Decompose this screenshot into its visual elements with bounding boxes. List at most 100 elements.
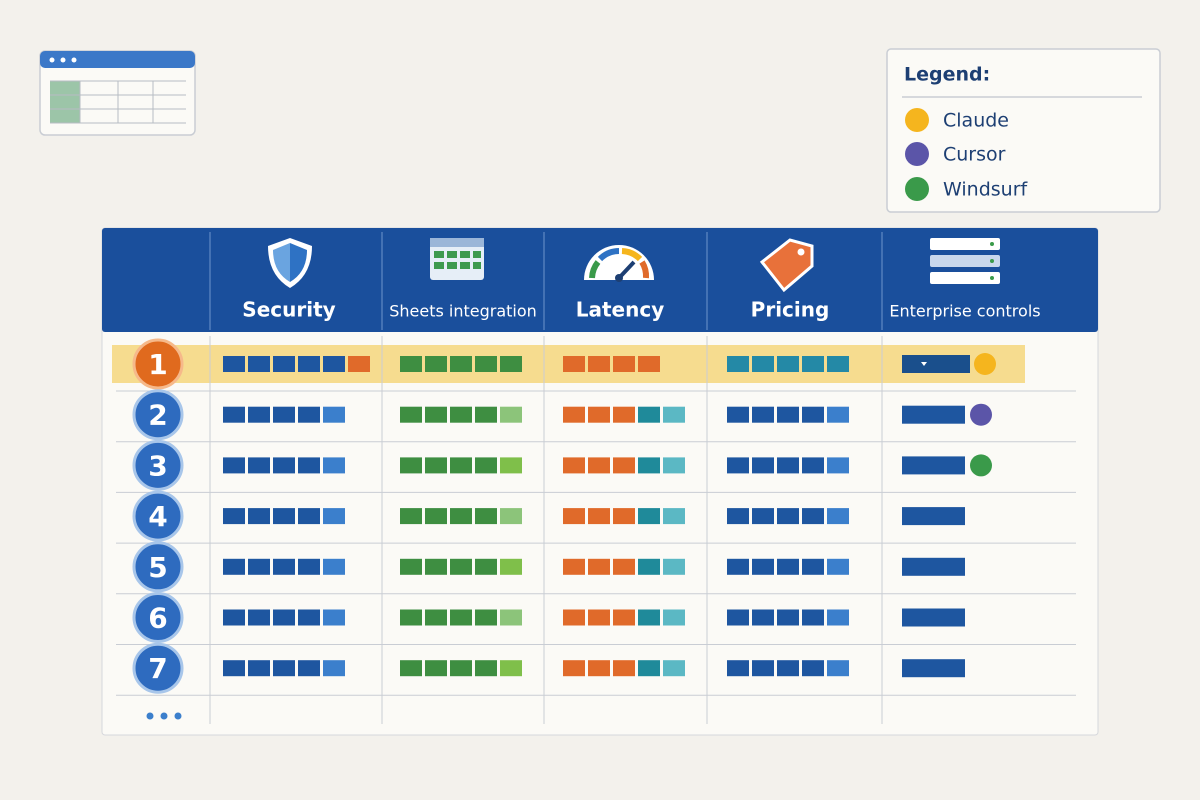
score-segment: [727, 609, 749, 626]
row-badge: [132, 490, 184, 542]
score-segment: [248, 356, 270, 372]
score-segment: [613, 406, 635, 423]
score-segment: [588, 609, 610, 626]
score-segment: [563, 508, 585, 525]
row-number: 6: [148, 602, 167, 635]
score-segment: [777, 558, 799, 575]
score-segment: [248, 508, 270, 525]
score-bar: [902, 507, 965, 526]
score-segment: [223, 406, 245, 423]
score-segment: [802, 406, 824, 423]
tool-indicator: [970, 454, 992, 477]
score-segment: [500, 660, 522, 677]
score-segment: [727, 406, 749, 423]
score-segment: [638, 609, 660, 626]
score-segment: [450, 660, 472, 677]
score-segment: [802, 609, 824, 626]
score-bar: [902, 355, 970, 373]
row-badge: [132, 592, 184, 643]
score-segment: [777, 660, 799, 677]
score-segment: [802, 558, 824, 575]
row-number: 7: [148, 652, 167, 685]
legend-label: Claude: [943, 110, 1009, 132]
score-segment: [500, 406, 522, 423]
more-dot: [160, 712, 168, 720]
score-segment: [588, 356, 610, 372]
legend-label: Windsurf: [943, 179, 1029, 201]
score-segment: [400, 457, 422, 474]
score-segment: [563, 558, 585, 575]
score-segment: [727, 457, 749, 474]
score-segment: [400, 660, 422, 677]
column-header: Sheets integration: [389, 302, 537, 321]
score-segment: [777, 406, 799, 423]
score-segment: [752, 558, 774, 575]
score-segment: [613, 609, 635, 626]
score-segment: [348, 356, 370, 372]
score-segment: [802, 457, 824, 474]
score-segment: [223, 558, 245, 575]
score-segment: [298, 356, 320, 372]
score-segment: [248, 558, 270, 575]
score-segment: [663, 508, 685, 525]
spreadsheet-icon: [39, 50, 196, 136]
score-segment: [563, 406, 585, 423]
score-segment: [500, 609, 522, 626]
score-segment: [400, 406, 422, 423]
score-segment: [273, 356, 295, 372]
score-segment: [298, 558, 320, 575]
score-bar: [902, 659, 965, 678]
score-segment: [827, 660, 849, 677]
legend-label: Cursor: [943, 144, 1006, 166]
score-segment: [727, 660, 749, 677]
score-segment: [827, 406, 849, 423]
score-segment: [323, 508, 345, 525]
score-segment: [425, 457, 447, 474]
legend-title: Legend:: [904, 64, 990, 86]
score-segment: [727, 558, 749, 575]
score-segment: [752, 660, 774, 677]
row-badge: [132, 338, 184, 390]
column-header: Enterprise controls: [889, 302, 1040, 321]
score-segment: [638, 406, 660, 423]
score-segment: [500, 558, 522, 575]
score-segment: [323, 609, 345, 626]
score-segment: [400, 356, 422, 372]
score-segment: [777, 457, 799, 474]
score-segment: [475, 660, 497, 677]
score-segment: [425, 356, 447, 372]
score-segment: [638, 660, 660, 677]
score-segment: [223, 660, 245, 677]
score-bar: [902, 456, 965, 475]
score-segment: [400, 558, 422, 575]
score-segment: [752, 457, 774, 474]
score-segment: [323, 356, 345, 372]
dropdown-caret: [921, 362, 927, 366]
legend: Legend: Claude Cursor Windsurf: [886, 48, 1161, 213]
score-segment: [500, 508, 522, 525]
tag-icon: [759, 238, 814, 293]
score-segment: [613, 457, 635, 474]
legend-swatch: [905, 142, 929, 166]
score-segment: [663, 457, 685, 474]
score-segment: [298, 508, 320, 525]
score-segment: [752, 508, 774, 525]
score-segment: [425, 508, 447, 525]
score-segment: [802, 660, 824, 677]
score-segment: [563, 356, 585, 372]
score-segment: [248, 406, 270, 423]
score-segment: [223, 609, 245, 626]
score-segment: [475, 356, 497, 372]
score-segment: [752, 406, 774, 423]
score-segment: [638, 457, 660, 474]
row-number: 1: [148, 348, 167, 381]
row-number: 4: [148, 500, 167, 533]
score-segment: [638, 558, 660, 575]
score-segment: [777, 609, 799, 626]
score-segment: [425, 660, 447, 677]
score-segment: [400, 609, 422, 626]
score-segment: [223, 508, 245, 525]
score-segment: [563, 457, 585, 474]
score-segment: [223, 356, 245, 372]
